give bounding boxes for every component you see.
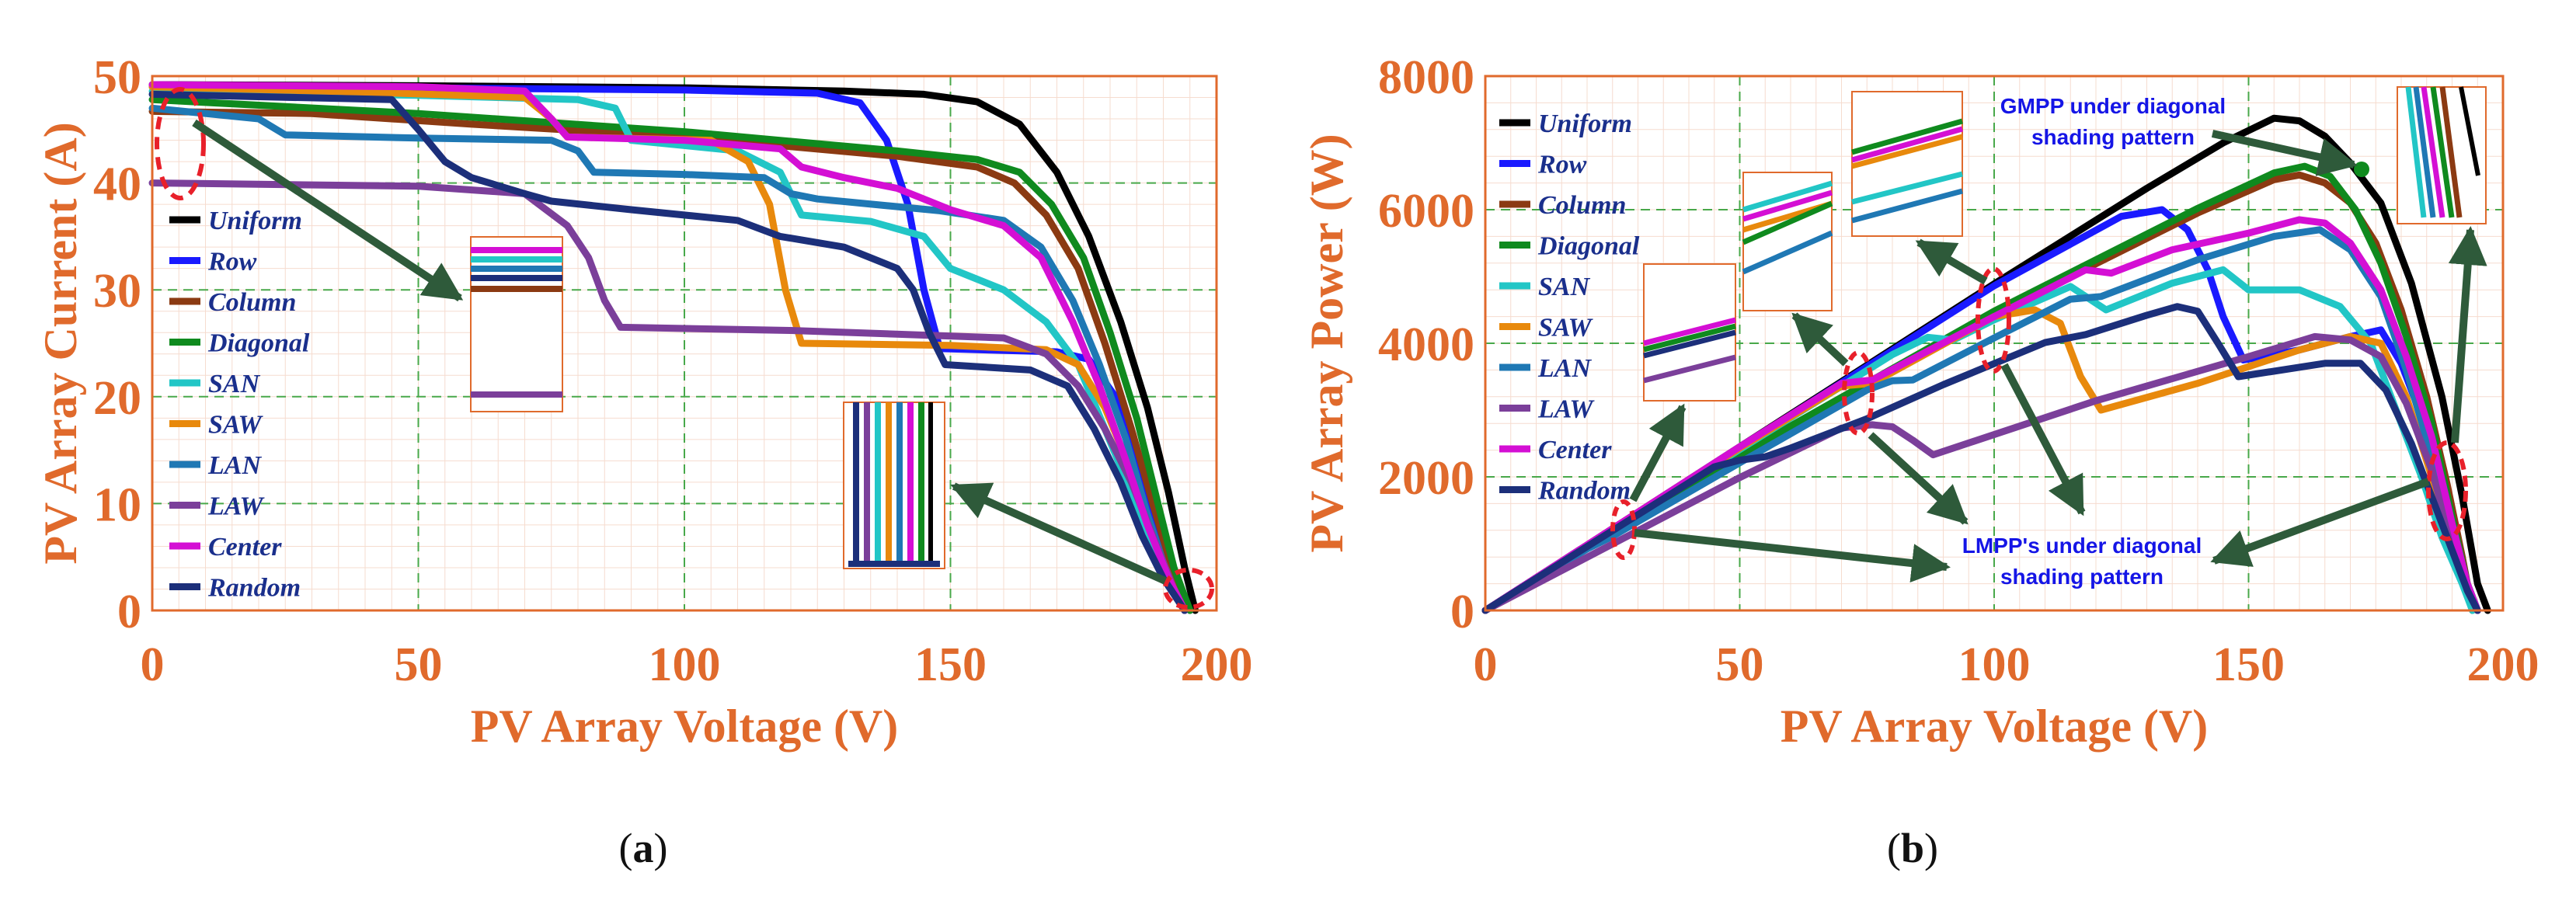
legend-label-center: Center bbox=[208, 533, 282, 562]
panel-b-inset-zoom-3 bbox=[1851, 91, 1963, 237]
series-line-lan bbox=[148, 104, 1189, 614]
panel-a-highlight-ellipse-top bbox=[155, 87, 206, 200]
series-line-law bbox=[1481, 332, 2481, 614]
y-tick-label: 40 bbox=[93, 158, 141, 211]
series-line-uniform bbox=[1481, 114, 2491, 614]
panel-b-caption: (b) bbox=[1887, 825, 1938, 871]
series-line-center bbox=[1481, 216, 2481, 614]
series-line-column bbox=[148, 107, 1189, 614]
panel-b-arrow-voc bbox=[2210, 478, 2430, 567]
panel-b-arrow-lmpp-2 bbox=[1868, 432, 1969, 525]
panel-b-lmpp-ellipse-2 bbox=[1842, 350, 1875, 436]
y-tick-label: 8000 bbox=[1378, 51, 1474, 104]
x-tick-label: 0 bbox=[141, 638, 165, 691]
series-line-saw bbox=[1481, 306, 2481, 614]
legend-label-lan: LAN bbox=[1537, 354, 1592, 383]
panel-b-legend: Uniform Row Column Diagonal SAN SAW LAN LAW Cent… bbox=[1499, 110, 1640, 506]
legend-label-column: Column bbox=[1538, 191, 1626, 220]
legend-label-uniform: Uniform bbox=[208, 207, 302, 235]
panel-b-x-axis-label: PV Array Voltage (V) bbox=[1781, 701, 2209, 752]
panel-b-chart: 0 50 100 150 200 0 2000 4000 6000 8000 PV Array … bbox=[1301, 51, 2539, 752]
panel-b-inset-zoom-2 bbox=[1742, 172, 1833, 311]
legend-label-san: SAN bbox=[208, 370, 261, 398]
legend-label-diagonal: Diagonal bbox=[1537, 232, 1640, 261]
panel-a-x-ticks: 0 50 100 150 200 bbox=[141, 638, 1253, 691]
panel-a-inset-zoom-open-circuit bbox=[843, 402, 945, 569]
panel-b-lmpp-ellipse-1 bbox=[1610, 499, 1637, 560]
x-tick-label: 100 bbox=[649, 638, 721, 691]
panel-b-gmpp-annotation: GMPP under diagonal shading pattern bbox=[2000, 94, 2226, 149]
legend-label-law: LAW bbox=[1537, 395, 1595, 424]
x-tick-label: 150 bbox=[914, 638, 987, 691]
legend-label-san: SAN bbox=[1538, 273, 1591, 301]
panel-b-arrow-lmpp-1 bbox=[1634, 529, 1951, 582]
legend-label-diagonal: Diagonal bbox=[207, 329, 310, 358]
panel-a-caption: (a) bbox=[619, 825, 668, 871]
panel-a-series bbox=[148, 81, 1199, 614]
series-line-san bbox=[148, 87, 1189, 614]
panel-a-y-axis-label: PV Array Current (A) bbox=[35, 122, 86, 564]
panel-b-inset-zoom-1 bbox=[1643, 263, 1736, 402]
panel-b-plot-frame bbox=[1484, 75, 2505, 612]
panel-b-x-ticks: 0 50 100 150 200 bbox=[1474, 638, 2539, 691]
panel-b-y-ticks: 0 2000 4000 6000 8000 bbox=[1378, 51, 1474, 638]
legend-label-center: Center bbox=[1538, 436, 1612, 464]
y-tick-label: 30 bbox=[93, 265, 141, 318]
legend-label-saw: SAW bbox=[1538, 314, 1593, 342]
y-tick-label: 0 bbox=[1450, 586, 1474, 638]
y-tick-label: 50 bbox=[93, 51, 141, 104]
legend-label-lan: LAN bbox=[207, 451, 262, 480]
panel-b-arrow-gmpp bbox=[2211, 130, 2358, 176]
series-line-random bbox=[1481, 303, 2481, 614]
panel-b-arrow-inset-3 bbox=[1915, 238, 1988, 285]
legend-label-column: Column bbox=[208, 288, 296, 317]
panel-a-highlight-ellipse-voc bbox=[1163, 568, 1214, 610]
panel-b-arrow-lmpp-3 bbox=[2000, 363, 2086, 516]
panel-b-arrow-inset-2 bbox=[1791, 312, 1849, 367]
panel-b-arrow-inset-4 bbox=[2448, 226, 2487, 443]
panel-a-x-axis-label: PV Array Voltage (V) bbox=[471, 701, 899, 752]
panel-b-arrow-inset-1 bbox=[1629, 403, 1687, 502]
legend-label-uniform: Uniform bbox=[1538, 110, 1632, 138]
panel-b-y-axis-label: PV Array Power (W) bbox=[1301, 134, 1352, 552]
y-tick-label: 4000 bbox=[1378, 318, 1474, 371]
panel-a-chart: 0 50 100 150 200 0 10 20 30 40 50 PV Array Voltag… bbox=[35, 51, 1253, 752]
x-tick-label: 150 bbox=[2212, 638, 2285, 691]
panel-a-inset-zoom-top bbox=[470, 236, 563, 412]
x-tick-label: 0 bbox=[1474, 638, 1498, 691]
panel-a-legend: Uniform Row Column Diagonal SAN SAW LAN LAW Cent… bbox=[169, 207, 310, 603]
panel-a-plot-frame bbox=[151, 75, 1218, 612]
panel-a-arrow-voc bbox=[950, 482, 1168, 585]
legend-label-row: Row bbox=[207, 248, 257, 276]
legend-label-random: Random bbox=[207, 574, 301, 603]
y-tick-label: 2000 bbox=[1378, 452, 1474, 505]
series-line-lan bbox=[1481, 226, 2481, 614]
panel-b-voc-ellipse bbox=[2426, 440, 2468, 541]
legend-label-law: LAW bbox=[207, 492, 265, 521]
x-tick-label: 50 bbox=[395, 638, 443, 691]
series-line-center bbox=[148, 81, 1189, 614]
x-tick-label: 50 bbox=[1716, 638, 1764, 691]
panel-b-inset-zoom-4 bbox=[2397, 86, 2487, 224]
x-tick-label: 200 bbox=[1181, 638, 1253, 691]
y-tick-label: 0 bbox=[117, 586, 141, 638]
panel-b-lmpp-annotation: LMPP's under diagonal shading pattern bbox=[1962, 534, 2202, 589]
legend-label-row: Row bbox=[1537, 151, 1587, 179]
x-tick-label: 100 bbox=[1958, 638, 2031, 691]
series-line-random bbox=[148, 90, 1189, 614]
series-line-diagonal bbox=[148, 96, 1194, 614]
x-tick-label: 200 bbox=[2467, 638, 2539, 691]
panel-b-gmpp-marker bbox=[2354, 162, 2369, 177]
panel-a-y-ticks: 0 10 20 30 40 50 bbox=[93, 51, 141, 638]
y-tick-label: 20 bbox=[93, 372, 141, 425]
panel-a-arrow-top bbox=[192, 119, 464, 302]
panel-b-lmpp-ellipse-3 bbox=[1976, 266, 2011, 374]
legend-label-saw: SAW bbox=[208, 411, 263, 440]
legend-label-random: Random bbox=[1537, 477, 1631, 506]
y-tick-label: 10 bbox=[93, 478, 141, 531]
y-tick-label: 6000 bbox=[1378, 185, 1474, 238]
